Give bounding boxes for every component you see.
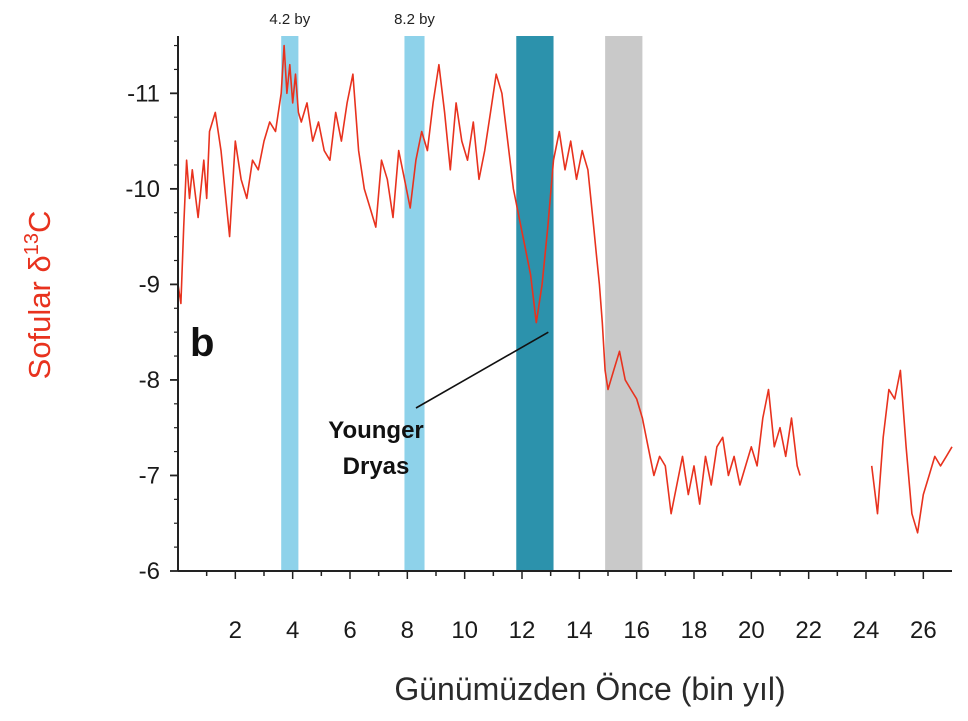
y-axis-label-suffix: C: [22, 211, 57, 233]
x-tick-label-4: 4: [286, 617, 299, 644]
shaded-band-3: [516, 36, 554, 571]
shaded-band-1: [281, 36, 299, 571]
y-tick-label--7: -7: [139, 462, 160, 489]
series-1-segment-2: [870, 369, 953, 534]
x-tick-label-20: 20: [738, 617, 765, 644]
x-tick-label-2: 2: [229, 617, 242, 644]
younger-dryas-annotation: Younger Dryas: [328, 331, 549, 480]
shaded-band-2: [404, 36, 425, 571]
shaded-band-4: [605, 36, 643, 571]
series-layer: [177, 44, 953, 534]
x-tick-label-18: 18: [681, 617, 708, 644]
y-axis-label-main: Sofular δ: [22, 255, 57, 379]
annotation-line-1: Younger: [328, 417, 424, 444]
x-axis-label: Günümüzden Önce (bin yıl): [394, 671, 785, 707]
y-axis-label: Sofular δ13C: [21, 211, 57, 380]
x-tick-label-16: 16: [623, 617, 650, 644]
x-tick-label-14: 14: [566, 617, 593, 644]
x-tick-label-24: 24: [853, 617, 880, 644]
series-1-segment-1: [177, 44, 801, 515]
x-tick-label-12: 12: [509, 617, 536, 644]
y-axis-label-superscript: 13: [21, 233, 43, 255]
band-label-2: 8.2 by: [394, 11, 435, 28]
x-tick-label-8: 8: [401, 617, 414, 644]
y-tick-label--6: -6: [139, 558, 160, 585]
x-tick-label-22: 22: [795, 617, 822, 644]
y-tick-label--10: -10: [125, 176, 160, 203]
y-tick-label--8: -8: [139, 367, 160, 394]
x-tick-label-6: 6: [343, 617, 356, 644]
y-tick-label--11: -11: [127, 80, 160, 107]
y-ticks: -6 -7 -8 -9 -10 -11: [125, 44, 178, 585]
band-label-1: 4.2 by: [269, 11, 310, 28]
annotation-pointer: [415, 331, 549, 409]
shaded-bands: [281, 36, 643, 571]
x-tick-label-26: 26: [910, 617, 937, 644]
annotation-line-2: Dryas: [343, 453, 410, 480]
band-labels: 4.2 by 8.2 by: [269, 11, 435, 28]
y-tick-label--9: -9: [139, 271, 160, 298]
panel-label: b: [190, 321, 214, 365]
x-ticks: 2 4 6 8 10 12 14 16 18 20 22 24 26: [205, 571, 937, 644]
x-tick-label-10: 10: [451, 617, 478, 644]
